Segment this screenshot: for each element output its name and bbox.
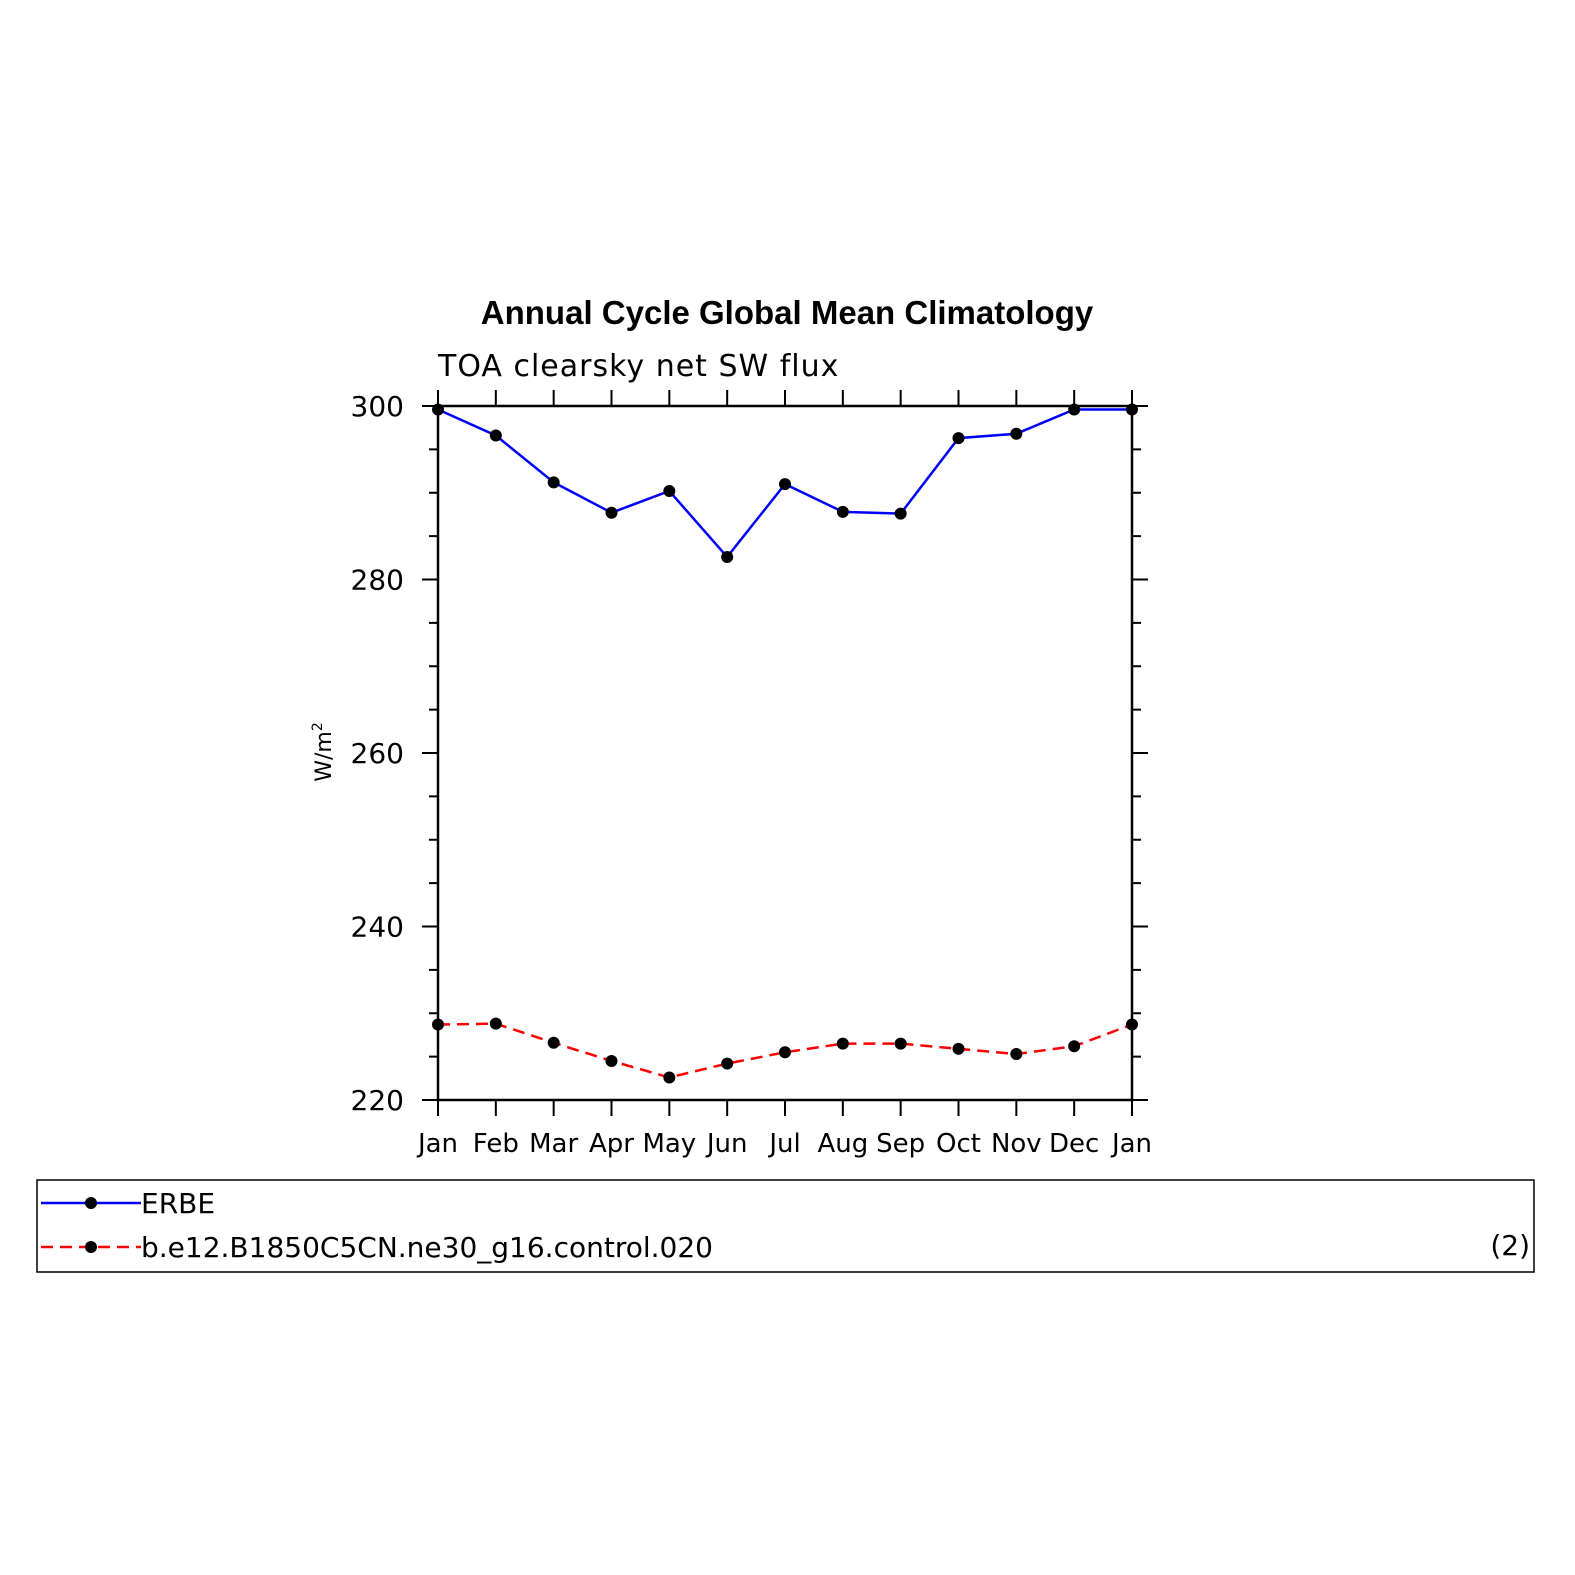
y-tick-label: 240	[351, 911, 404, 944]
chart-title: Annual Cycle Global Mean Climatology	[481, 294, 1094, 331]
x-axis-ticks: Jan Feb Mar Apr May Jun Jul Aug Sep Oct Nov Dec Jan	[416, 390, 1152, 1159]
y-axis-label-unit: W/m	[312, 731, 337, 782]
series-2-point	[894, 1037, 907, 1050]
axis-frame	[436, 404, 1134, 1102]
x-tick-label: Apr	[589, 1129, 634, 1159]
x-tick-label: Feb	[473, 1129, 519, 1159]
x-tick-label: Mar	[529, 1129, 578, 1159]
series-2-point	[1010, 1048, 1023, 1061]
series-2-point	[489, 1017, 502, 1030]
y-tick-label: 260	[351, 737, 404, 770]
x-tick-label: Aug	[817, 1129, 868, 1159]
series-1-point	[836, 505, 849, 518]
chart-subtitle: TOA clearsky net SW flux	[437, 349, 839, 384]
series-1-point	[605, 506, 618, 519]
x-tick-label: Jan	[1110, 1129, 1152, 1159]
series-1-point	[721, 550, 734, 563]
series-1-point	[1126, 403, 1138, 416]
legend-label-1: ERBE	[141, 1187, 215, 1220]
series-1-point	[894, 507, 907, 520]
series-1-point	[547, 476, 560, 489]
series-1-point	[1068, 403, 1081, 416]
y-axis-label-exponent: 2	[310, 722, 326, 731]
x-tick-label: Oct	[936, 1129, 981, 1159]
legend-note: (2)	[1490, 1229, 1530, 1262]
x-tick-label: May	[642, 1129, 696, 1159]
y-tick-label: 300	[351, 390, 404, 423]
x-tick-label: Nov	[991, 1129, 1042, 1159]
y-tick-label: 220	[351, 1084, 404, 1117]
plot-frame	[436, 404, 1134, 1102]
series-1-point	[432, 403, 444, 416]
legend: ERBE b.e12.B1850C5CN.ne30_g16.control.020…	[36, 1179, 1535, 1273]
series-1-point	[952, 432, 965, 445]
series-2-point	[952, 1042, 965, 1055]
series-2-point	[1126, 1018, 1138, 1031]
series-2-point	[432, 1018, 444, 1031]
series-1-point	[1010, 427, 1023, 440]
x-tick-label: Sep	[876, 1129, 925, 1159]
x-tick-label: Jan	[416, 1129, 458, 1159]
legend-marker-1	[85, 1197, 97, 1209]
y-axis-ticks: 220 240 260 280 300	[351, 390, 1148, 1117]
series-2-point	[721, 1057, 734, 1070]
series-2-point	[663, 1071, 676, 1084]
series-1-point	[663, 485, 676, 498]
y-tick-label: 280	[351, 564, 404, 597]
series-2-point	[605, 1054, 618, 1067]
x-tick-label: Jul	[767, 1129, 800, 1159]
series-1-point	[779, 478, 791, 491]
series-2-point	[1068, 1040, 1081, 1053]
series-2-point	[836, 1037, 849, 1050]
series-2-point	[779, 1046, 791, 1059]
y-axis-label: W/m2	[310, 722, 337, 782]
x-tick-label: Dec	[1049, 1129, 1099, 1159]
series-group	[432, 403, 1138, 1084]
series-1-point	[489, 429, 502, 442]
legend-marker-2	[85, 1241, 97, 1253]
series-2-point	[547, 1036, 560, 1049]
legend-box	[36, 1179, 1535, 1273]
legend-label-2: b.e12.B1850C5CN.ne30_g16.control.020	[141, 1231, 713, 1264]
x-tick-label: Jun	[705, 1129, 748, 1159]
